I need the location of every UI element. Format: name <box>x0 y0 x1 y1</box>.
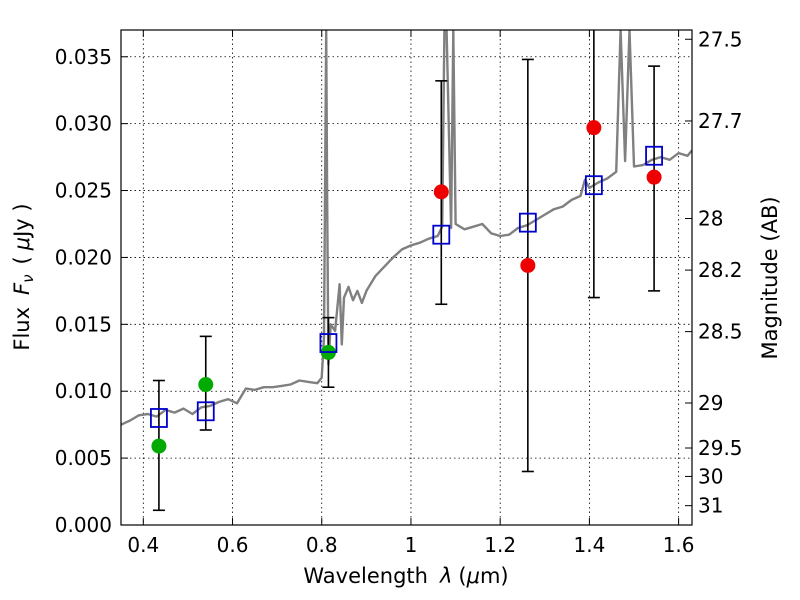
y2-tick-label: 28 <box>698 207 723 231</box>
y-tick-label: 0.015 <box>55 312 112 336</box>
model-square-marker <box>584 175 603 196</box>
y2-tick-label: 27.7 <box>698 109 743 133</box>
model-square-marker <box>645 145 663 166</box>
x-tick-label: 0.6 <box>217 533 249 557</box>
model-square-marker <box>432 224 451 245</box>
green-data-point <box>198 377 214 393</box>
y-tick-label: 0.030 <box>55 112 112 136</box>
y2-tick-label: 29.5 <box>698 436 743 460</box>
red-data-point <box>586 120 602 136</box>
y2-axis-title: Magnitude (AB) <box>758 196 782 359</box>
spectrum-line <box>121 30 692 426</box>
x-tick-label: 1.4 <box>573 533 605 557</box>
green-data-point <box>151 438 167 454</box>
x-tick-label: 1.6 <box>663 533 695 557</box>
model-square-marker <box>518 212 537 233</box>
y2-axis: 27.5 27.7 28 28.2 28.5 29 29.5 30 31 <box>685 27 743 518</box>
model-square-marker <box>150 408 168 428</box>
y-tick-label: 0.025 <box>55 179 112 203</box>
plot-frame <box>120 29 693 526</box>
x-axis-title: Wavelength λ (μm) <box>303 564 508 588</box>
y2-tick-label: 31 <box>698 494 723 518</box>
x-axis: 0.4 0.6 0.8 1 1.2 1.4 1.6 <box>127 30 695 557</box>
model-square-marker <box>319 333 338 353</box>
y-axis: 0.000 0.005 0.010 0.015 0.020 0.025 0.030 0.035 <box>55 45 128 537</box>
y2-tick-label: 27.5 <box>698 27 743 51</box>
y-tick-label: 0.035 <box>55 45 112 69</box>
y2-tick-label: 28.2 <box>698 258 743 282</box>
y2-tick-label: 29 <box>698 391 723 415</box>
y-tick-label: 0.020 <box>55 245 112 269</box>
y-tick-label: 0.000 <box>55 513 112 537</box>
y-tick-label: 0.005 <box>55 446 112 470</box>
model-square-marker <box>196 401 215 422</box>
x-tick-label: 0.8 <box>306 533 338 557</box>
y2-tick-label: 28.5 <box>698 320 743 344</box>
error-bar <box>587 30 600 299</box>
y-axis-title: FluxFν(μJy ) <box>10 203 37 350</box>
red-data-point <box>520 257 536 273</box>
grid-lines <box>121 30 692 526</box>
y-tick-label: 0.010 <box>55 379 112 403</box>
red-data-point <box>433 184 449 200</box>
y2-tick-label: 30 <box>698 464 723 488</box>
x-tick-label: 0.4 <box>127 533 159 557</box>
x-tick-label: 1 <box>405 533 418 557</box>
plot-area <box>121 30 692 512</box>
x-tick-label: 1.2 <box>484 533 516 557</box>
red-data-point <box>646 169 662 185</box>
